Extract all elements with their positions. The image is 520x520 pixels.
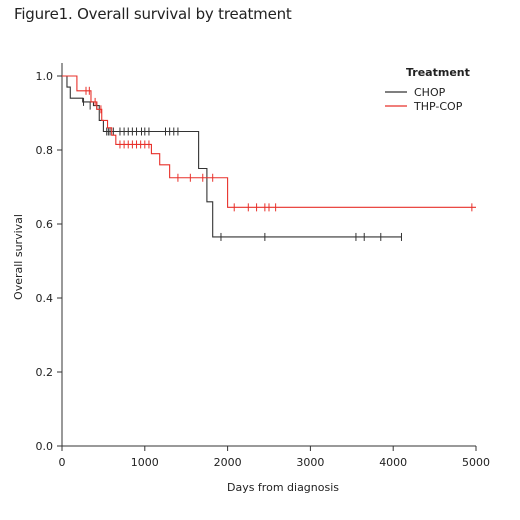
survival-curve-chop (62, 75, 402, 238)
legend-label: CHOP (414, 86, 446, 99)
y-tick-label: 0.4 (36, 292, 54, 305)
series-chop (62, 75, 402, 241)
x-axis-label: Days from diagnosis (227, 481, 339, 494)
y-axis-label: Overall survival (12, 214, 25, 300)
legend-title: Treatment (406, 66, 470, 79)
y-tick-label: 1.0 (36, 70, 54, 83)
survival-curve-thp-cop (62, 75, 476, 208)
legend-label: THP-COP (413, 100, 463, 113)
x-tick-label: 1000 (131, 456, 159, 469)
y-tick-label: 0.2 (36, 366, 54, 379)
x-tick-label: 3000 (296, 456, 324, 469)
plot-series (62, 75, 476, 241)
x-tick-label: 0 (59, 456, 66, 469)
axes (61, 63, 476, 447)
figure-title: Figure1. Overall survival by treatment (14, 5, 292, 23)
x-tick-label: 2000 (214, 456, 242, 469)
y-tick-label: 0.0 (36, 440, 54, 453)
series-thp-cop (62, 75, 476, 212)
y-ticks: 0.0 0.2 0.4 0.6 0.8 1.0 (36, 70, 62, 453)
y-tick-label: 0.8 (36, 144, 54, 157)
x-ticks: 0 1000 2000 3000 4000 5000 (59, 446, 490, 469)
x-tick-label: 4000 (379, 456, 407, 469)
x-tick-label: 5000 (462, 456, 490, 469)
y-tick-label: 0.6 (36, 218, 54, 231)
